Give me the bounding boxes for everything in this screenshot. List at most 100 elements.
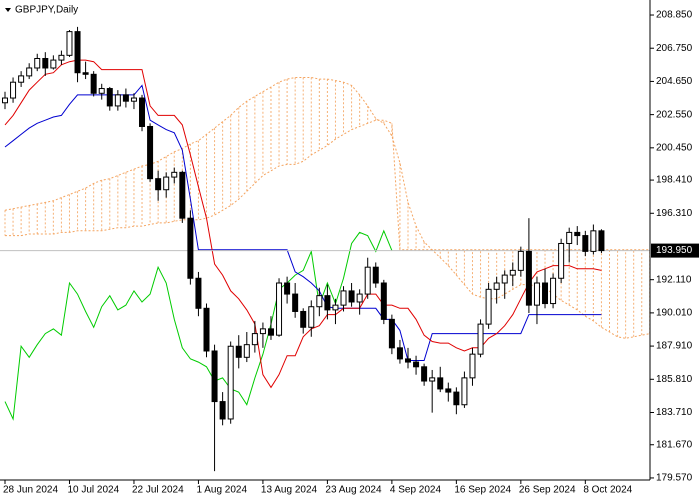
candle-body — [292, 293, 299, 312]
candle-body — [130, 97, 137, 102]
candle-body — [413, 361, 420, 368]
menu-icon[interactable] — [5, 8, 11, 12]
candle-body — [195, 277, 202, 309]
indicator-layer — [0, 59, 650, 421]
candle-body — [147, 125, 154, 180]
candle-body — [171, 171, 178, 178]
candle-body — [235, 345, 242, 358]
x-tick-label: 23 Aug 2024 — [325, 485, 382, 496]
candle-body — [58, 54, 65, 61]
y-tick-label: 206.750 — [656, 43, 693, 54]
candle-body — [34, 57, 41, 69]
candle-body — [187, 217, 194, 279]
y-tick-label: 196.310 — [656, 208, 693, 219]
candle-body — [163, 176, 170, 191]
candle-body — [429, 377, 436, 382]
candle-body — [324, 295, 331, 311]
candle-body — [90, 73, 97, 94]
candle-body — [509, 269, 516, 276]
x-tick-label: 4 Sep 2024 — [390, 485, 442, 496]
candle-body — [243, 344, 250, 358]
y-tick-label: 202.550 — [656, 109, 693, 120]
x-tick-label: 13 Aug 2024 — [261, 485, 318, 496]
candle-body — [18, 75, 25, 83]
candle-body — [203, 307, 210, 352]
candle-body — [598, 230, 605, 252]
y-tick-label: 192.110 — [656, 274, 692, 285]
y-tick-label: 187.910 — [656, 341, 693, 352]
candle-body — [582, 235, 589, 252]
candle-body — [74, 31, 81, 74]
candle-body — [284, 282, 291, 295]
candle-body — [348, 290, 355, 303]
span-a-line — [4, 77, 650, 339]
candle-body — [114, 94, 121, 107]
tenkan-line — [4, 59, 602, 389]
candle-body — [574, 231, 581, 237]
candle-body — [340, 290, 347, 306]
y-tick-label: 181.670 — [656, 439, 693, 450]
candle-body — [300, 310, 307, 328]
y-tick-label: 179.570 — [656, 473, 693, 484]
y-tick-label: 190.010 — [656, 308, 693, 319]
candle-body — [405, 358, 411, 363]
candle-body — [566, 231, 573, 244]
candle-body — [66, 31, 73, 56]
current-price-box — [651, 243, 699, 258]
candle-body — [501, 274, 508, 284]
candle-body — [227, 345, 234, 420]
candle-body — [525, 250, 532, 306]
candle-body — [106, 88, 113, 107]
chart-title: GBPJPY,Daily — [15, 5, 78, 16]
x-tick-label: 22 Jul 2024 — [132, 485, 184, 496]
span-b-line — [5, 119, 650, 251]
x-tick-label: 26 Sep 2024 — [519, 485, 576, 496]
candle-body — [396, 347, 403, 360]
candle-body — [122, 94, 129, 102]
candle-body — [98, 88, 105, 94]
candle-body — [211, 350, 218, 403]
candle-body — [308, 306, 315, 328]
y-tick-label: 183.710 — [656, 407, 693, 418]
y-tick-label: 200.450 — [656, 142, 693, 153]
candle-body — [445, 388, 452, 393]
candle-body — [437, 377, 444, 390]
candle-body — [558, 242, 565, 279]
y-tick-label: 208.850 — [656, 10, 693, 21]
x-tick-label: 16 Sep 2024 — [454, 485, 511, 496]
y-tick-label: 204.650 — [656, 76, 693, 87]
candle-body — [372, 266, 379, 284]
candle-body — [542, 282, 549, 305]
candle-body — [469, 353, 476, 379]
candle-body — [477, 323, 484, 355]
candle-body — [179, 171, 186, 219]
candle-body — [388, 318, 395, 349]
x-tick-label: 1 Aug 2024 — [196, 485, 247, 496]
x-tick-label: 8 Oct 2024 — [583, 485, 632, 496]
candle-layer — [2, 26, 605, 472]
chikou-line — [4, 229, 393, 421]
candle-body — [485, 288, 492, 325]
candle-body — [139, 97, 146, 127]
candle-body — [251, 333, 258, 346]
candle-body — [356, 293, 363, 303]
candle-body — [155, 178, 162, 191]
candle-body — [533, 282, 540, 306]
candle-body — [364, 266, 371, 295]
candle-body — [453, 391, 460, 406]
candle-body — [380, 282, 387, 320]
candle-body — [50, 59, 57, 69]
x-tick-label: 28 Jun 2024 — [3, 485, 58, 496]
candle-body — [259, 328, 266, 335]
candle-body — [421, 366, 428, 382]
y-tick-label: 185.810 — [656, 374, 693, 385]
candle-body — [267, 328, 274, 336]
candle-body — [590, 230, 597, 252]
candle-body — [550, 277, 557, 305]
candle-body — [219, 401, 226, 420]
candle-body — [493, 282, 500, 290]
candle-body — [332, 304, 339, 311]
